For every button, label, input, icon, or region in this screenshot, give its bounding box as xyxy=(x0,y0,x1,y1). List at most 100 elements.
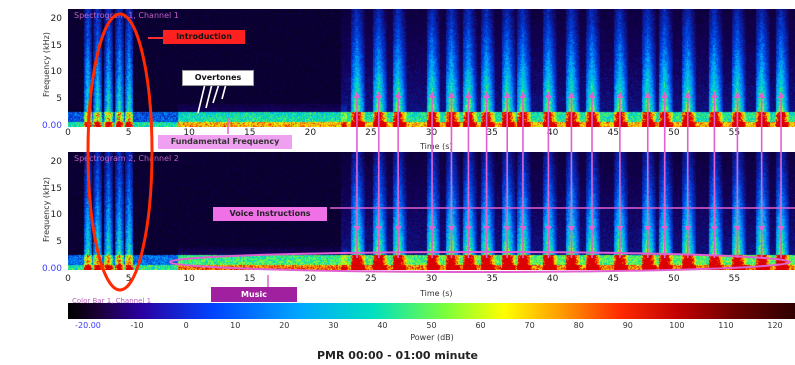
x-tick-label: 10 xyxy=(183,274,195,284)
music-label: Music xyxy=(211,287,297,302)
colorbar-tick-label: 100 xyxy=(669,321,685,330)
x-tick-label: 10 xyxy=(183,128,195,138)
voice-arrowhead xyxy=(428,92,436,98)
voice-arrowhead xyxy=(544,92,552,98)
voice-arrowhead xyxy=(644,92,652,98)
introduction-ring xyxy=(86,12,154,292)
x-tick-label: 15 xyxy=(244,128,256,138)
colorbar-tick-label: 110 xyxy=(718,321,734,330)
colorbar-tick-label: 0 xyxy=(183,321,189,330)
x-tick-label: 45 xyxy=(607,274,619,284)
spectrogram-2-xlabel: Time (s) xyxy=(420,289,453,298)
figure-caption: PMR 00:00 - 01:00 minute xyxy=(316,349,478,362)
voice-arrowhead xyxy=(661,226,669,232)
x-tick-label: 25 xyxy=(365,274,377,284)
voice-arrowhead xyxy=(616,92,624,98)
colorbar-tick-label: 120 xyxy=(767,321,783,330)
colorbar-tick-label: 50 xyxy=(426,321,437,330)
y-tick-label: 20 xyxy=(50,156,62,167)
x-tick-label: 30 xyxy=(425,274,438,284)
voice-arrowhead xyxy=(519,226,527,232)
voice-arrowhead xyxy=(777,226,785,232)
y-tick-label: 20 xyxy=(50,13,62,24)
voice-arrowhead xyxy=(661,92,669,98)
y-tick-label: 5 xyxy=(56,94,62,105)
voice-arrowhead xyxy=(353,92,361,98)
colorbar-tick-label: -20.00 xyxy=(75,321,101,330)
colorbar-tick-label: 70 xyxy=(524,321,535,330)
fundamental-frequency-label: Fundamental Frequency xyxy=(158,135,292,149)
spectrogram-2-xaxis: 0 5 10 15 20 25 30 35 40 45 50 55 xyxy=(65,273,795,287)
voice-arrowhead xyxy=(483,226,491,232)
x-tick-label: 20 xyxy=(304,274,317,284)
voice-arrowhead xyxy=(733,226,741,232)
voice-arrowhead xyxy=(588,226,596,232)
voice-arrowhead xyxy=(428,226,436,232)
x-tick-label: 35 xyxy=(486,274,498,284)
colorbar-tick-label: 10 xyxy=(230,321,241,330)
voice-arrowhead xyxy=(644,226,652,232)
x-tick-label: 15 xyxy=(244,274,256,284)
overtone-arrows xyxy=(197,83,227,114)
y-tick-label: 10 xyxy=(50,210,62,221)
voice-arrowhead xyxy=(758,226,766,232)
x-tick-label: 0 xyxy=(65,128,71,138)
voice-arrowhead xyxy=(353,226,361,232)
voice-arrowhead xyxy=(710,92,718,98)
colorbar-tick-label: 80 xyxy=(573,321,584,330)
voice-arrowhead xyxy=(464,92,472,98)
colorbar-tick-label: 30 xyxy=(328,321,339,330)
x-tick-label: 25 xyxy=(365,128,377,138)
voice-arrowhead xyxy=(483,92,491,98)
x-tick-label: 55 xyxy=(728,128,741,138)
voice-arrowhead xyxy=(394,226,402,232)
voice-arrowhead xyxy=(758,92,766,98)
voice-arrowhead xyxy=(710,226,718,232)
voice-arrowhead xyxy=(567,92,575,98)
voice-arrowhead xyxy=(588,92,596,98)
voice-arrowhead xyxy=(503,226,511,232)
voice-arrowhead xyxy=(447,92,455,98)
voice-arrowhead xyxy=(375,226,383,232)
spectrogram-2-title: Spectrogram 2, Channel 2 xyxy=(74,154,179,163)
x-tick-label: 45 xyxy=(607,128,619,138)
voice-arrowhead xyxy=(375,92,383,98)
y-tick-label: 15 xyxy=(50,40,62,51)
introduction-label: Introduction xyxy=(163,30,245,44)
voice-arrowhead xyxy=(616,226,624,232)
colorbar-tick-label: 90 xyxy=(622,321,633,330)
voice-arrowhead xyxy=(503,92,511,98)
voice-arrowhead xyxy=(447,226,455,232)
voice-arrowhead xyxy=(733,92,741,98)
colorbar xyxy=(68,303,795,319)
voice-instruction-arrows xyxy=(353,92,785,258)
x-tick-label: 20 xyxy=(304,128,317,138)
voice-arrowhead xyxy=(519,92,527,98)
colorbar-title: Color Bar 1, Channel 1 xyxy=(72,297,152,305)
colorbar-tick-label: 40 xyxy=(377,321,388,330)
music-ring xyxy=(169,251,791,273)
x-tick-label: 0 xyxy=(65,274,71,284)
x-tick-label: 50 xyxy=(668,128,680,138)
y-tick-label: 5 xyxy=(56,237,62,248)
colorbar-tick-label: 60 xyxy=(475,321,486,330)
voice-arrowhead xyxy=(684,92,692,98)
x-tick-label: 40 xyxy=(546,274,559,284)
voice-arrowhead xyxy=(684,226,692,232)
x-tick-label: 55 xyxy=(728,274,741,284)
x-tick-label: 5 xyxy=(125,128,132,138)
x-tick-label: 50 xyxy=(668,274,680,284)
y-tick-label: 15 xyxy=(50,183,62,194)
voice-arrowhead xyxy=(777,92,785,98)
x-tick-label: 5 xyxy=(125,274,132,284)
voice-arrowhead xyxy=(567,226,575,232)
spectrogram-1-xlabel: Time (s) xyxy=(420,142,453,151)
x-tick-label: 35 xyxy=(486,128,498,138)
y-tick-label: 0.00 xyxy=(41,264,62,274)
voice-arrowhead xyxy=(544,226,552,232)
overtones-label: Overtones xyxy=(182,70,254,86)
y-tick-label: 0.00 xyxy=(41,121,62,131)
colorbar-tick-label: -10 xyxy=(130,321,144,330)
